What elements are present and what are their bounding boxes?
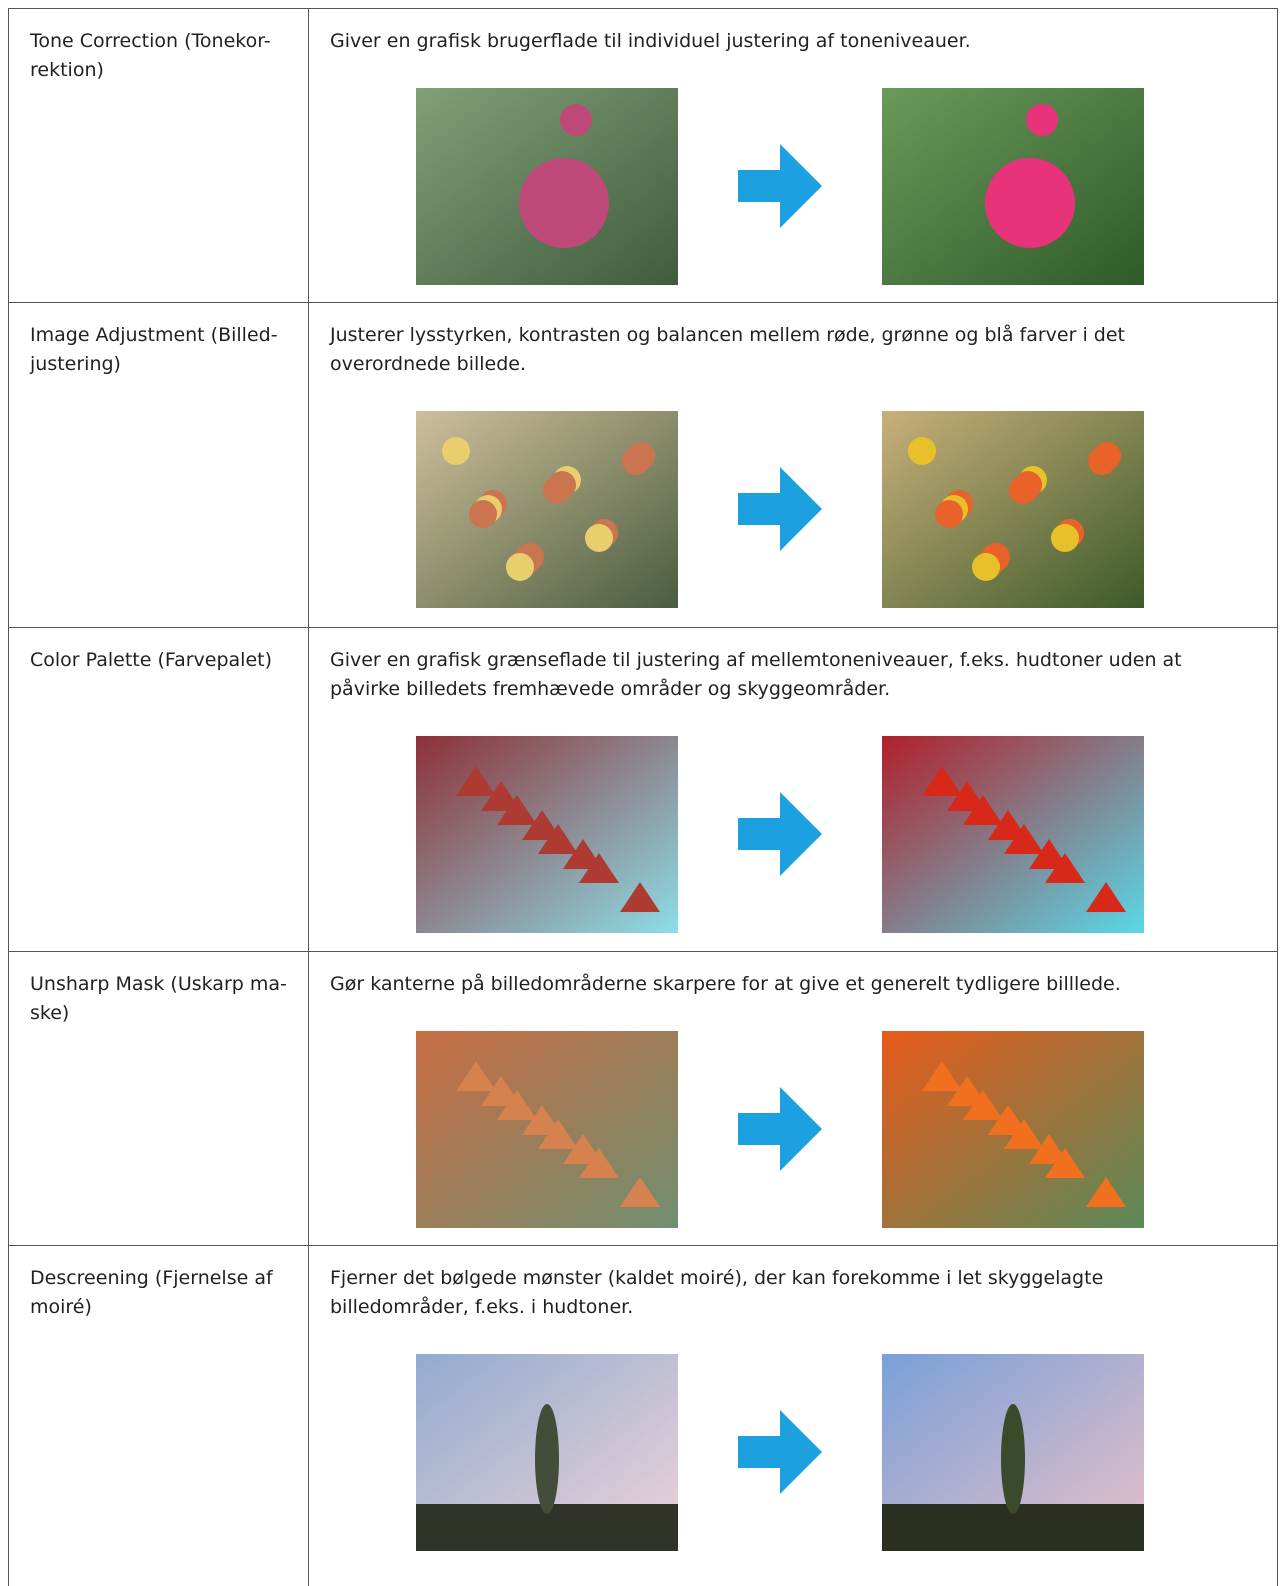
row-divider	[8, 302, 1278, 303]
table-border	[8, 8, 1278, 9]
sample-image	[416, 1354, 678, 1551]
row-description: Gør kanterne på billedområderne skarpere…	[330, 973, 1121, 995]
row-label: Color Palette (Farvepalet)	[30, 649, 273, 671]
row-description: Giver en grafisk grænseflade til justeri…	[330, 649, 1182, 671]
arrow	[738, 1087, 822, 1171]
sample-image	[416, 736, 678, 933]
arrow	[738, 467, 822, 551]
column-divider	[308, 8, 309, 1586]
arrow	[738, 792, 822, 876]
row-description: Giver en grafisk brugerflade til individ…	[330, 30, 971, 52]
row-label: Image Adjustment (Billed-	[30, 324, 278, 346]
row-label: moiré)	[30, 1296, 92, 1318]
table-border	[8, 8, 9, 1586]
row-label: Tone Correction (Tonekor-	[30, 30, 271, 52]
sample-image	[882, 736, 1144, 933]
row-label: Descreening (Fjernelse af	[30, 1267, 273, 1289]
row-description: Justerer lysstyrken, kontrasten og balan…	[330, 324, 1125, 346]
sample-image	[882, 88, 1144, 285]
row-description: overordnede billede.	[330, 353, 527, 375]
sample-image	[416, 1031, 678, 1228]
row-label: rektion)	[30, 59, 104, 81]
arrow	[738, 144, 822, 228]
arrow	[738, 1410, 822, 1494]
sample-image	[416, 88, 678, 285]
row-description: billedområder, f.eks. i hudtoner.	[330, 1296, 634, 1318]
sample-image	[416, 411, 678, 608]
sample-image	[882, 1354, 1144, 1551]
row-divider	[8, 951, 1278, 952]
row-label: ske)	[30, 1002, 70, 1024]
row-description: påvirke billedets fremhævede områder og …	[330, 678, 891, 700]
sample-image	[882, 1031, 1144, 1228]
row-label: Unsharp Mask (Uskarp ma-	[30, 973, 287, 995]
table-border	[1277, 8, 1278, 1586]
row-divider	[8, 1245, 1278, 1246]
sample-image	[882, 411, 1144, 608]
row-divider	[8, 627, 1278, 628]
row-label: justering)	[30, 353, 121, 375]
row-description: Fjerner det bølgede mønster (kaldet moir…	[330, 1267, 1104, 1289]
